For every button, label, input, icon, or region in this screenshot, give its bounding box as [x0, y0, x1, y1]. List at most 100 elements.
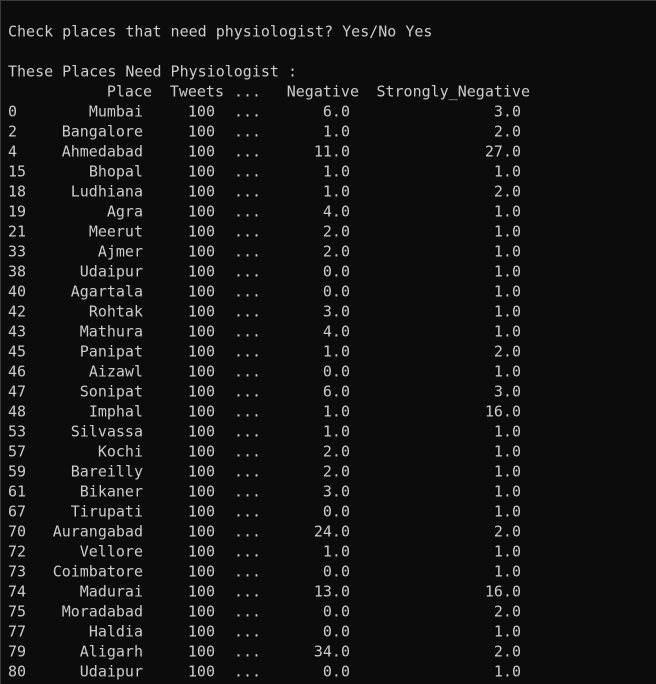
- table-cell: 100: [188, 343, 215, 361]
- table-cell: 3.0: [494, 103, 521, 121]
- table-cell: 2.0: [323, 243, 350, 261]
- table-cell: ...: [234, 603, 261, 621]
- table-cell: 1.0: [494, 423, 521, 441]
- table-cell: 100: [188, 543, 215, 561]
- table-cell: ...: [234, 103, 261, 121]
- table-cell: 1.0: [494, 663, 521, 681]
- row-index: 75: [8, 603, 26, 621]
- table-cell: 100: [188, 563, 215, 581]
- table-cell: ...: [234, 543, 261, 561]
- row-index: 74: [8, 583, 26, 601]
- table-cell: 1.0: [494, 363, 521, 381]
- table-cell: Panipat: [80, 343, 143, 361]
- table-cell: 3.0: [494, 383, 521, 401]
- table-cell: 1.0: [494, 463, 521, 481]
- table-cell: Madurai: [80, 583, 143, 601]
- table-cell: ...: [234, 643, 261, 661]
- table-cell: 100: [188, 123, 215, 141]
- table-cell: ...: [234, 503, 261, 521]
- table-cell: 1.0: [494, 283, 521, 301]
- table-cell: ...: [234, 403, 261, 421]
- row-index: 67: [8, 503, 26, 521]
- row-index: 43: [8, 323, 26, 341]
- table-cell: Silvassa: [71, 423, 143, 441]
- row-index: 4: [8, 143, 17, 161]
- table-cell: 100: [188, 103, 215, 121]
- table-cell: 34.0: [314, 643, 350, 661]
- table-cell: 100: [188, 283, 215, 301]
- table-cell: 4.0: [323, 323, 350, 341]
- table-cell: Ajmer: [98, 243, 143, 261]
- table-cell: Bangalore: [62, 123, 143, 141]
- table-cell: ...: [234, 183, 261, 201]
- table-cell: 6.0: [323, 383, 350, 401]
- table-cell: 1.0: [494, 243, 521, 261]
- table-cell: Mathura: [80, 323, 143, 341]
- row-index: 61: [8, 483, 26, 501]
- table-cell: 2.0: [494, 603, 521, 621]
- row-index: 70: [8, 523, 26, 541]
- row-index: 59: [8, 463, 26, 481]
- table-cell: 100: [188, 523, 215, 541]
- table-cell: ...: [234, 483, 261, 501]
- table-cell: ...: [234, 303, 261, 321]
- table-cell: Kochi: [98, 443, 143, 461]
- table-cell: ...: [234, 223, 261, 241]
- table-cell: Meerut: [89, 223, 143, 241]
- table-cell: 13.0: [314, 583, 350, 601]
- column-header: Strongly_Negative: [376, 83, 530, 101]
- table-cell: 100: [188, 483, 215, 501]
- table-cell: 100: [188, 443, 215, 461]
- table-cell: 1.0: [323, 343, 350, 361]
- table-cell: 16.0: [485, 403, 521, 421]
- table-cell: 1.0: [494, 203, 521, 221]
- table-cell: 1.0: [494, 303, 521, 321]
- table-cell: 1.0: [494, 323, 521, 341]
- table-cell: 0.0: [323, 623, 350, 641]
- table-cell: Aligarh: [80, 643, 143, 661]
- table-cell: 100: [188, 583, 215, 601]
- table-cell: ...: [234, 343, 261, 361]
- row-index: 48: [8, 403, 26, 421]
- table-cell: 0.0: [323, 503, 350, 521]
- table-cell: 2.0: [494, 343, 521, 361]
- table-cell: ...: [234, 363, 261, 381]
- table-cell: Agartala: [71, 283, 143, 301]
- table-cell: 100: [188, 143, 215, 161]
- table-cell: 1.0: [323, 543, 350, 561]
- table-cell: ...: [234, 163, 261, 181]
- table-cell: 0.0: [323, 603, 350, 621]
- table-cell: 100: [188, 303, 215, 321]
- table-cell: 2.0: [323, 223, 350, 241]
- table-cell: 1.0: [323, 423, 350, 441]
- table-cell: ...: [234, 263, 261, 281]
- table-cell: 0.0: [323, 563, 350, 581]
- table-cell: 100: [188, 623, 215, 641]
- table-cell: 3.0: [323, 483, 350, 501]
- table-cell: ...: [234, 323, 261, 341]
- column-header: Negative: [287, 83, 359, 101]
- table-cell: 1.0: [494, 223, 521, 241]
- table-cell: 100: [188, 363, 215, 381]
- table-cell: 100: [188, 643, 215, 661]
- table-cell: 100: [188, 663, 215, 681]
- table-cell: ...: [234, 283, 261, 301]
- table-cell: 100: [188, 503, 215, 521]
- table-cell: 24.0: [314, 523, 350, 541]
- table-cell: 1.0: [323, 163, 350, 181]
- row-index: 53: [8, 423, 26, 441]
- table-cell: 0.0: [323, 363, 350, 381]
- table-cell: 1.0: [494, 443, 521, 461]
- table-cell: Imphal: [89, 403, 143, 421]
- row-index: 2: [8, 123, 17, 141]
- table-cell: ...: [234, 123, 261, 141]
- table-cell: 2.0: [494, 523, 521, 541]
- table-cell: 0.0: [323, 263, 350, 281]
- table-cell: 6.0: [323, 103, 350, 121]
- table-cell: 1.0: [494, 563, 521, 581]
- table-cell: Tirupati: [71, 503, 143, 521]
- table-cell: 2.0: [323, 463, 350, 481]
